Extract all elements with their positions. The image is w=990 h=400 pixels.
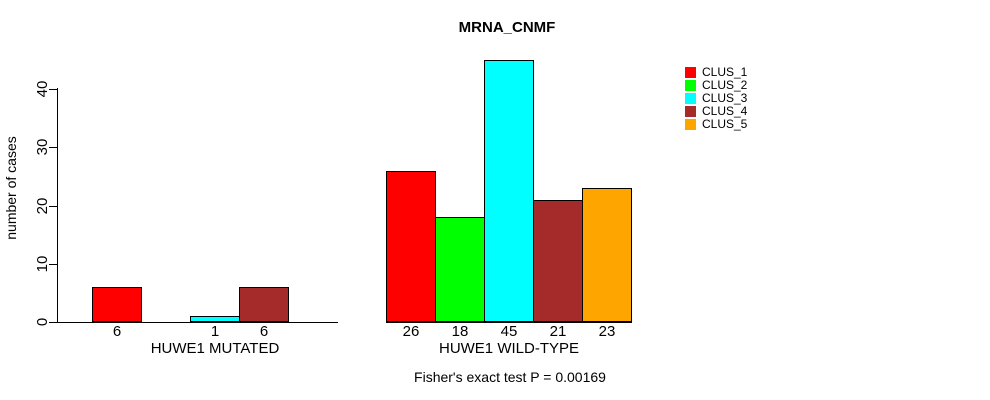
bar-value-label: 21 — [549, 323, 567, 340]
category-label: HUWE1 WILD-TYPE — [438, 340, 579, 357]
chart-title: MRNA_CNMF — [458, 19, 556, 36]
legend-label: CLUS_5 — [702, 117, 748, 131]
bar-value-label: 23 — [598, 323, 616, 340]
bar-clus_4 — [533, 200, 583, 322]
legend-label: CLUS_3 — [702, 91, 748, 105]
y-axis-line — [57, 88, 58, 323]
y-tick-label: 30 — [34, 138, 51, 156]
annotation-text: Fisher's exact test P = 0.00169 — [414, 369, 606, 385]
y-tick — [49, 322, 57, 323]
y-tick-label: 20 — [34, 197, 51, 215]
bar-clus_3 — [484, 60, 534, 322]
bar-value-label: 1 — [210, 323, 220, 340]
legend-swatch-clus_3 — [685, 93, 696, 104]
bar-clus_2 — [435, 217, 485, 322]
y-tick — [49, 147, 57, 148]
bar-clus_4 — [239, 287, 289, 322]
bar-value-label: 6 — [259, 323, 269, 340]
legend-swatch-clus_5 — [685, 119, 696, 130]
bar-clus_1 — [386, 171, 436, 322]
x-axis-baseline — [386, 322, 632, 323]
y-tick — [49, 206, 57, 207]
x-axis-baseline — [57, 322, 338, 323]
legend-swatch-clus_4 — [685, 106, 696, 117]
bar-clus_3 — [190, 316, 240, 322]
bar-value-label: 45 — [500, 323, 518, 340]
legend-swatch-clus_1 — [685, 67, 696, 78]
bar-value-label: 18 — [451, 323, 469, 340]
y-tick-label: 10 — [34, 255, 51, 273]
bar-clus_5 — [582, 188, 632, 322]
legend-label: CLUS_4 — [702, 104, 748, 118]
y-tick — [49, 89, 57, 90]
bar-value-label: 6 — [112, 323, 122, 340]
legend-label: CLUS_2 — [702, 78, 748, 92]
bar-clus_1 — [92, 287, 142, 322]
legend-label: CLUS_1 — [702, 65, 748, 79]
y-tick-label: 0 — [34, 317, 51, 327]
bar-value-label: 26 — [402, 323, 420, 340]
y-axis-label: number of cases — [3, 136, 19, 240]
y-tick-label: 40 — [34, 80, 51, 98]
category-label: HUWE1 MUTATED — [150, 340, 280, 357]
y-tick — [49, 264, 57, 265]
legend-swatch-clus_2 — [685, 80, 696, 91]
